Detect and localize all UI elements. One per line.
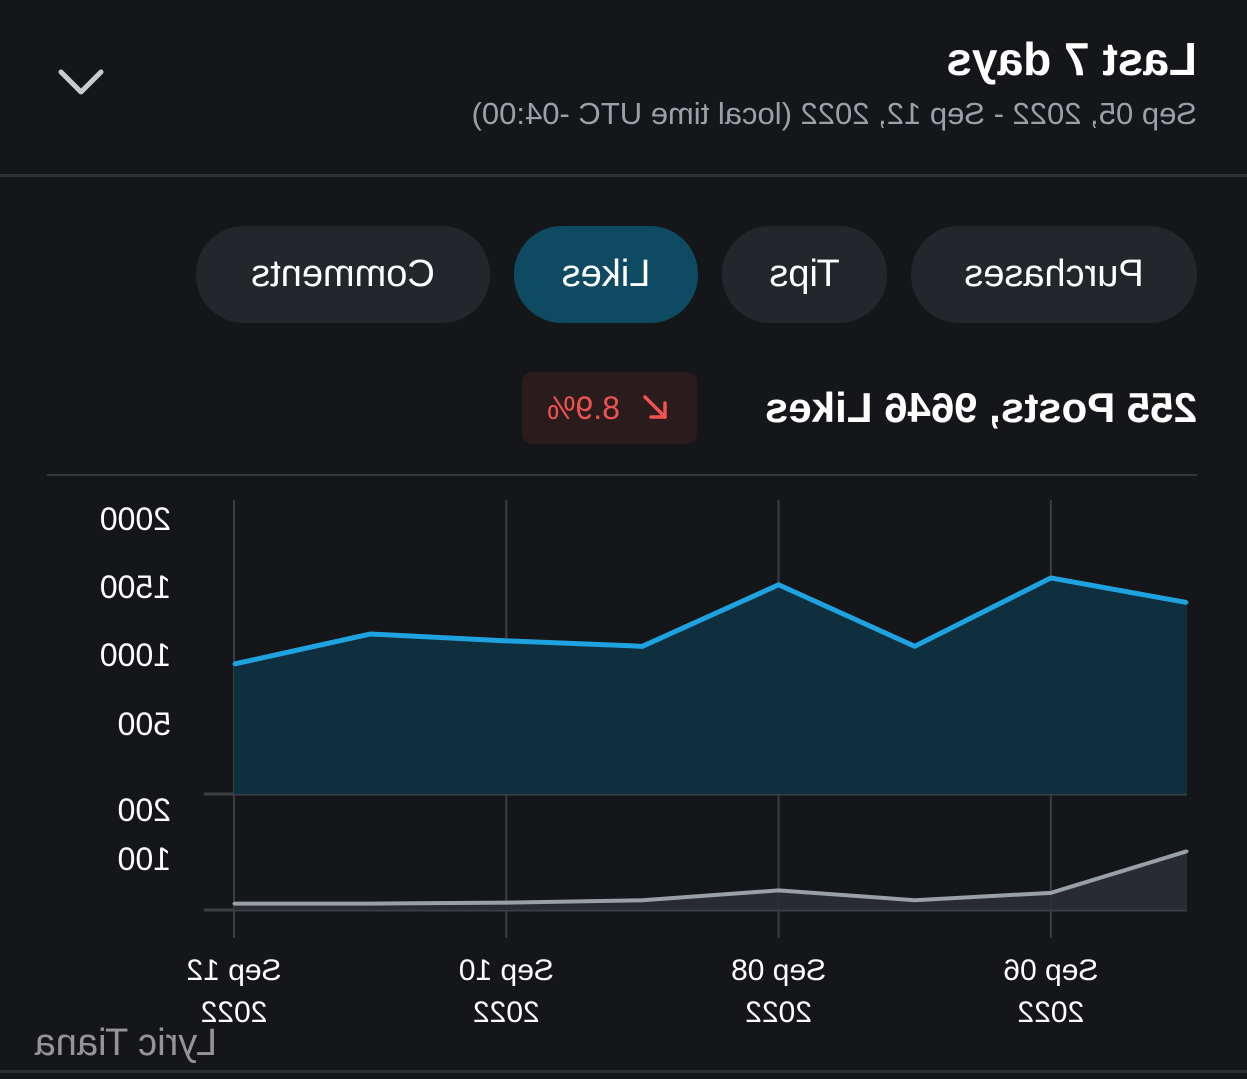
watermark: Lyric Tiana [34,1022,217,1064]
likes-point [640,644,644,648]
likes-area-fill [234,577,1187,794]
posts-point [232,902,236,906]
x-tick-year: 2022 [472,996,540,1029]
posts-point [913,898,917,902]
likes-point [232,662,236,666]
likes-point [913,644,917,648]
y-tick-label: 100 [117,841,171,877]
likes-point [1049,576,1053,580]
posts-series-line [234,849,1188,906]
x-tick-label: Sep 10 2022 [431,950,581,1034]
likes-point [368,632,372,636]
x-tick-day: Sep 10 [458,954,554,987]
posts-point [1185,849,1189,853]
likes-point [504,639,508,643]
likes-series-line [233,575,1188,667]
x-tick-year: 2022 [745,996,812,1029]
x-tick-day: Sep 12 [186,954,282,987]
x-tick-label: Sep 06 2022 [976,950,1126,1034]
posts-point [1049,891,1053,895]
y-tick-label: 200 [117,792,171,828]
y-tick-label: 500 [117,705,171,742]
posts-point [504,901,508,905]
y-tick-label: 1500 [99,568,171,605]
x-tick-day: Sep 08 [731,954,827,987]
change-badge: 8.9% [522,372,697,444]
x-tick-year: 2022 [1017,996,1085,1029]
posts-point [368,902,372,906]
x-tick-label: Sep 08 2022 [704,950,854,1034]
posts-point [777,888,781,892]
posts-area-fill [234,851,1187,910]
likes-point [777,583,781,587]
y-tick-label: 1000 [99,637,171,674]
posts-point [640,898,644,902]
bottom-divider [0,1070,1247,1073]
likes-point [1185,601,1189,605]
trend-down-arrow-icon [640,392,672,424]
y-tick-label: 2000 [99,500,171,537]
x-tick-day: Sep 06 [1003,954,1099,987]
chevron-down-icon[interactable] [55,62,107,102]
